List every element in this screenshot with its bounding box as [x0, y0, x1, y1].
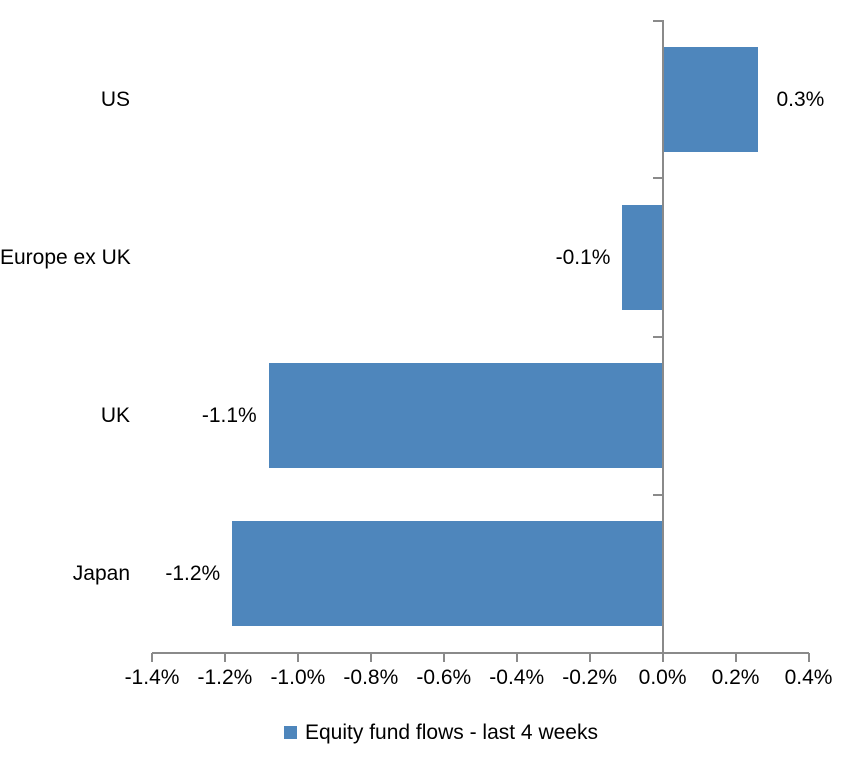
x-axis-tick-label: 0.2%: [711, 666, 760, 689]
category-label: Japan: [72, 562, 130, 586]
x-axis-tick-label: 0.0%: [638, 666, 687, 689]
bar-europe-ex-uk: [622, 204, 663, 310]
x-axis-tick-label: -0.4%: [489, 666, 545, 689]
bar-uk: [268, 363, 663, 469]
x-axis-tick: [151, 653, 153, 662]
x-axis-tick: [734, 653, 737, 662]
category-label: Europe ex UK: [0, 245, 131, 269]
x-axis-tick-label: -0.8%: [343, 666, 399, 689]
x-axis-tick: [442, 653, 445, 662]
x-axis-tick-label: -1.4%: [124, 666, 180, 689]
category-axis-tick: [652, 335, 662, 338]
value-label: -1.2%: [165, 562, 221, 586]
category-label: US: [100, 87, 130, 111]
x-axis-tick-label: -0.2%: [562, 666, 618, 689]
value-label: -0.1%: [555, 245, 611, 269]
category-axis-tick: [652, 177, 662, 180]
x-axis-tick-label: -0.6%: [416, 666, 472, 689]
x-axis-tick: [588, 653, 591, 662]
category-label: UK: [100, 404, 130, 428]
x-axis-tick: [296, 653, 299, 662]
value-label: -1.1%: [201, 404, 257, 428]
x-axis-tick-label: -1.2%: [197, 666, 253, 689]
x-axis-tick-label: 0.4%: [784, 666, 833, 689]
category-axis-tick: [652, 20, 662, 22]
x-axis-tick: [807, 653, 810, 662]
category-axis-line: [661, 20, 664, 661]
legend: Equity fund flows - last 4 weeks: [284, 720, 598, 745]
x-axis-tick-label: -1.0%: [270, 666, 326, 689]
category-axis-tick: [652, 493, 662, 496]
x-axis-line: [152, 652, 809, 654]
legend-series-label: Equity fund flows - last 4 weeks: [305, 721, 598, 744]
x-axis-tick: [515, 653, 518, 662]
value-label: 0.3%: [776, 87, 825, 111]
bar-us: [663, 46, 759, 152]
bar-japan: [232, 521, 663, 627]
x-axis-tick: [369, 653, 372, 662]
legend-series-marker-icon: [284, 726, 297, 739]
x-axis-tick: [223, 653, 226, 662]
